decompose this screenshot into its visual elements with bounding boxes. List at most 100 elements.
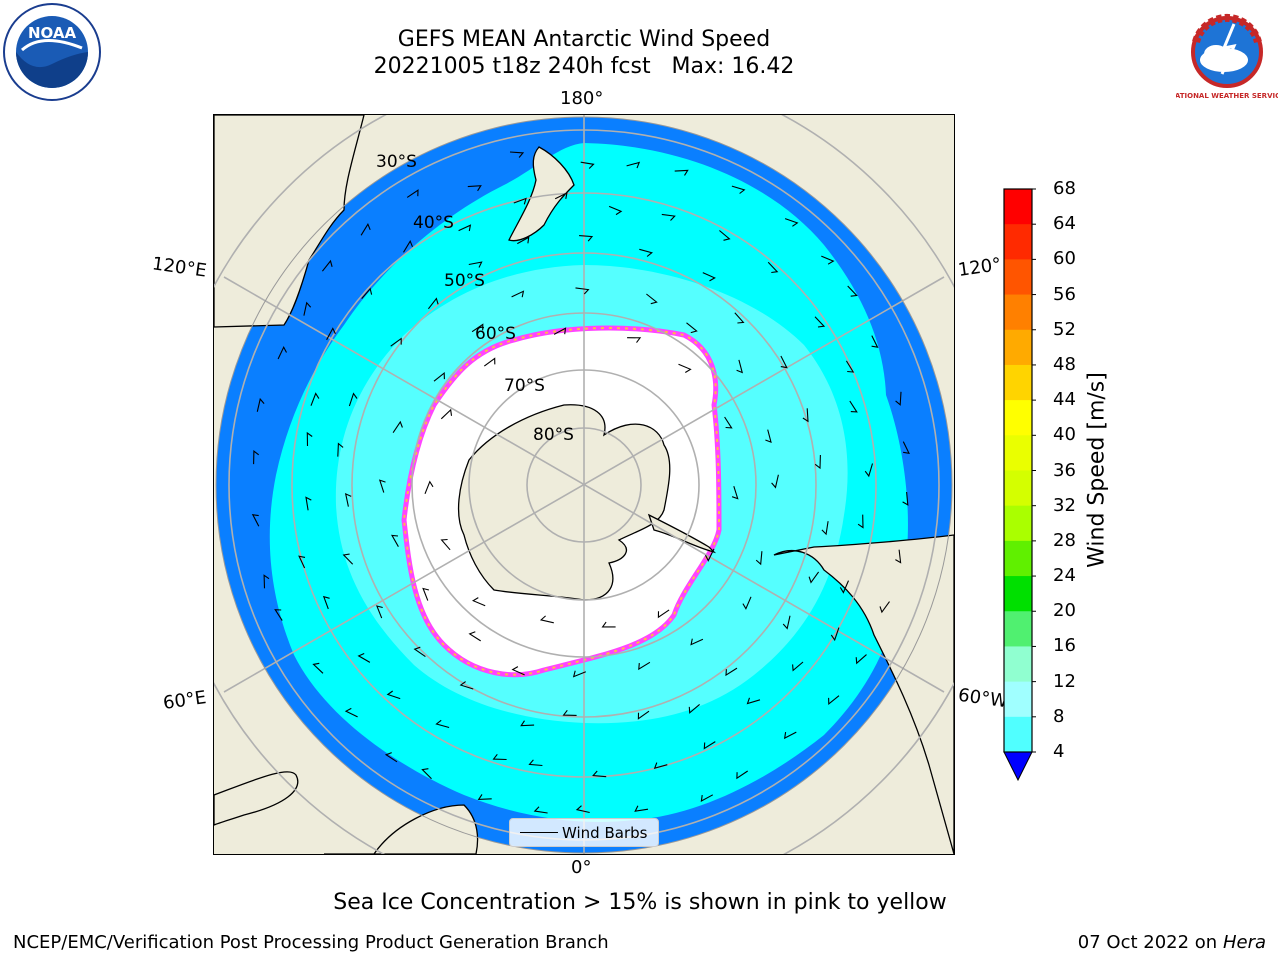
- antarctic-peninsula: [647, 513, 717, 554]
- lon-label-120w: 120°: [956, 254, 1003, 281]
- madagascar: [214, 771, 299, 826]
- wind-barb: [468, 261, 483, 268]
- wind-barb: [637, 710, 650, 720]
- graticule: [214, 115, 954, 854]
- colorbar-tick-label: 28: [1053, 529, 1076, 551]
- colorbar-tick-label: 60: [1053, 248, 1076, 270]
- wind-barb: [509, 151, 525, 158]
- australia: [214, 115, 365, 328]
- wind-barb: [310, 392, 320, 406]
- lat-label-30s: 30°S: [376, 152, 417, 172]
- wind-barb: [879, 601, 890, 614]
- wind-barb: [724, 416, 733, 429]
- wind-barb: [855, 654, 867, 665]
- colorbar-band: [1004, 611, 1032, 647]
- wind-barb: [592, 770, 607, 778]
- wind-barb: [422, 587, 430, 601]
- wind-barb: [782, 615, 791, 630]
- wind-barb: [337, 442, 344, 457]
- wind-barb: [312, 662, 324, 674]
- wind-barb: [528, 759, 543, 767]
- wind-barb: [653, 762, 668, 770]
- wind-barb: [553, 327, 567, 335]
- wind-barb: [688, 703, 700, 714]
- wind-barb: [575, 805, 590, 814]
- wind-barb: [298, 555, 306, 569]
- wind-barb: [686, 322, 698, 334]
- footer-credit: NCEP/EMC/Verification Post Processing Pr…: [13, 932, 609, 953]
- wind-barb: [626, 161, 641, 169]
- wind-barb: [562, 709, 577, 716]
- chart-subtitle: 20221005 t18z 240h fcst Max: 16.42: [373, 54, 795, 79]
- wind-barb: [326, 327, 336, 341]
- colorbar-band: [1004, 400, 1032, 436]
- colorbar-band: [1004, 189, 1032, 225]
- wind-barb: [821, 255, 835, 265]
- wind-barb: [520, 720, 535, 727]
- wind-barb: [274, 609, 283, 621]
- wind-barb: [802, 408, 809, 423]
- wind-barb: [303, 301, 312, 316]
- legend-label: Wind Barbs: [562, 824, 648, 842]
- wind-barb: [390, 534, 399, 547]
- colorbar-band: [1004, 576, 1032, 612]
- wind-barb: [467, 185, 482, 192]
- wind-barb: [384, 752, 398, 763]
- wind-barb: [554, 192, 568, 200]
- wind-barb: [435, 719, 450, 729]
- wind-barb: [601, 621, 616, 628]
- wind-barb: [657, 609, 670, 619]
- wind-barb: [572, 670, 587, 678]
- wind-barb: [608, 205, 623, 216]
- wind-barb: [348, 392, 358, 407]
- wind-barb: [427, 297, 439, 310]
- wind-barb: [344, 707, 358, 718]
- lat-label-60s: 60°S: [475, 324, 516, 344]
- wind-barb: [539, 615, 554, 624]
- colorbar-tick-label: 48: [1053, 353, 1076, 375]
- wind-barb: [674, 169, 689, 176]
- wind-barb: [734, 312, 745, 324]
- colorbar-band: [1004, 329, 1032, 366]
- colorbar-under-arrow: [1003, 751, 1033, 782]
- colorbar-tick-label: 12: [1053, 670, 1076, 692]
- wind-barb: [513, 197, 527, 205]
- wind-barb: [627, 337, 642, 343]
- wind-barb: [440, 538, 451, 551]
- wind-barb: [731, 185, 746, 194]
- lon-label-180: 180°: [560, 88, 604, 109]
- wind-barb: [468, 631, 481, 642]
- wind-barb: [483, 357, 496, 367]
- wind-barb: [828, 695, 840, 706]
- wind-barb: [256, 397, 265, 412]
- nws-logo: NATIONAL WEATHER SERVICE: [1169, 2, 1280, 102]
- colorbar-tick-label: 4: [1053, 741, 1065, 762]
- wind-barb: [678, 363, 692, 373]
- colorbar-band: [1004, 681, 1032, 718]
- colorbar-band: [1004, 259, 1032, 296]
- lon-label-120e: 120°E: [150, 253, 208, 282]
- wind-barb: [492, 753, 507, 761]
- wind-barb: [634, 805, 649, 812]
- wind-barb: [755, 551, 763, 566]
- wind-barb: [580, 161, 595, 169]
- wind-barb: [277, 345, 287, 360]
- wind-barb: [783, 731, 797, 740]
- wind-barb: [731, 486, 739, 500]
- wind-barb: [742, 596, 752, 610]
- colorbar-band: [1004, 224, 1032, 260]
- wind-barb: [390, 337, 402, 347]
- new-zealand: [508, 146, 575, 242]
- wind-barb: [821, 521, 829, 536]
- colorbar-title: Wind Speed [m/s]: [1084, 372, 1110, 568]
- wind-barb: [661, 213, 676, 221]
- wind-barb: [413, 646, 426, 658]
- wind-barb: [814, 454, 821, 470]
- wind-barb: [771, 474, 779, 489]
- wind-barb: [690, 638, 704, 646]
- wind-barb: [424, 480, 434, 495]
- wind-barb: [342, 553, 354, 565]
- wind-barb: [511, 290, 525, 298]
- wind-barb: [360, 222, 371, 236]
- wind-barb: [830, 627, 840, 642]
